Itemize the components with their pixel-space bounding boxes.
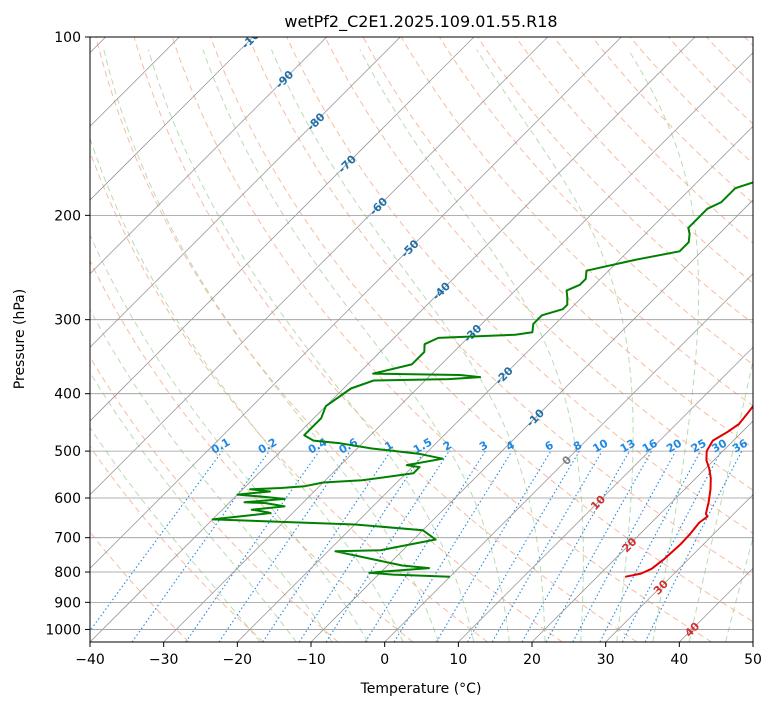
x-tick-label: −20 <box>223 652 253 668</box>
isotherm-line <box>752 641 753 642</box>
moist-adiabat <box>90 371 297 642</box>
y-tick-label: 200 <box>54 208 81 224</box>
x-tick-label: 10 <box>449 652 467 668</box>
x-tick-label: 50 <box>744 652 762 668</box>
profile-series <box>211 181 753 578</box>
moist-adiabat <box>270 49 546 642</box>
dry-adiabat <box>133 37 638 642</box>
isotherm-line <box>90 37 475 422</box>
isotherm-line <box>90 37 401 348</box>
moist-adiabat <box>90 308 333 642</box>
y-tick-label: 800 <box>54 565 81 581</box>
x-axis-title: Temperature (°C) <box>360 681 482 697</box>
isotherm-line <box>90 37 696 642</box>
isotherm-line <box>310 199 753 642</box>
moist-adiabat <box>103 49 439 642</box>
moist-adiabat <box>202 49 510 642</box>
y-tick-label: 100 <box>54 30 81 46</box>
x-tick-label: −40 <box>75 652 105 668</box>
mixing-ratio-line <box>467 450 580 642</box>
mixing-ratio-line <box>364 450 486 642</box>
moist-adiabat <box>688 358 753 642</box>
y-tick-label: 1000 <box>45 622 81 638</box>
x-tick-label: 40 <box>670 652 688 668</box>
plot-area <box>90 37 753 642</box>
dry-adiabat <box>591 37 753 204</box>
x-axis: −40 −30 −20 −10 0 10 20 30 40 50 <box>75 642 762 668</box>
dry-adiabat <box>629 37 753 165</box>
mixing-ratio-line <box>572 450 677 642</box>
y-tick-label: 600 <box>54 491 81 507</box>
temperature-profile <box>625 404 753 578</box>
y-tick-label: 500 <box>54 444 81 460</box>
isotherm-line <box>237 125 753 642</box>
y-axis: 100 200 300 400 500 600 700 800 900 1000 <box>45 30 90 638</box>
x-tick-label: 30 <box>597 652 615 668</box>
dry-adiabat <box>171 37 712 642</box>
moist-adiabat <box>627 49 700 642</box>
chart-title: wetPf2_C2E1.2025.109.01.55.R18 <box>284 12 557 32</box>
x-tick-label: 0 <box>380 652 389 668</box>
isotherm-line <box>384 273 753 642</box>
dewpoint-profile <box>211 181 753 578</box>
y-axis-title: Pressure (hPa) <box>12 289 28 389</box>
isotherm-line <box>90 37 254 201</box>
dry-adiabat <box>477 37 753 325</box>
dry-adiabat <box>515 37 753 284</box>
mixing-ratio-line <box>393 450 513 642</box>
plot-frame <box>89 36 754 643</box>
mixing-ratio-line <box>185 450 320 642</box>
x-tick-label: −30 <box>149 652 179 668</box>
isotherm-line <box>531 420 753 642</box>
mixing-ratio-line <box>90 450 223 632</box>
plot-layers: -100-90-80-70-60-50-40-30-20-10010203040… <box>90 37 753 642</box>
x-tick-label: 20 <box>523 652 541 668</box>
mixing-ratio-line <box>491 450 603 642</box>
moist-adiabat <box>476 49 634 642</box>
moist-adiabat <box>90 426 261 642</box>
dry-adiabat <box>324 37 753 491</box>
mixing-ratio-line <box>521 450 630 642</box>
mixing-ratio-line <box>131 450 270 642</box>
isotherm-line <box>90 37 327 275</box>
isotherm-line <box>458 346 753 642</box>
dry-adiabat <box>400 37 753 407</box>
moist-adiabat <box>147 49 475 642</box>
dry-adiabat <box>248 37 753 578</box>
isotherm-line <box>163 52 753 642</box>
dry-adiabat <box>90 445 264 642</box>
isotherm-line <box>605 494 753 642</box>
pressure-grid <box>90 37 753 630</box>
moist-adiabat <box>725 536 753 642</box>
x-tick-label: −10 <box>296 652 326 668</box>
mixing-ratio-line <box>435 450 552 642</box>
y-tick-label: 400 <box>54 387 81 403</box>
y-tick-label: 300 <box>54 313 81 329</box>
y-tick-label: 900 <box>54 595 81 611</box>
isotherm-line <box>90 37 548 496</box>
isotherms <box>90 37 753 642</box>
mixing-ratio-line <box>325 450 450 642</box>
y-tick-label: 700 <box>54 531 81 547</box>
moist-adiabat <box>90 136 404 642</box>
dry-adiabat <box>210 37 753 623</box>
dry-adiabat <box>90 259 414 642</box>
isotherm-line <box>90 37 622 569</box>
